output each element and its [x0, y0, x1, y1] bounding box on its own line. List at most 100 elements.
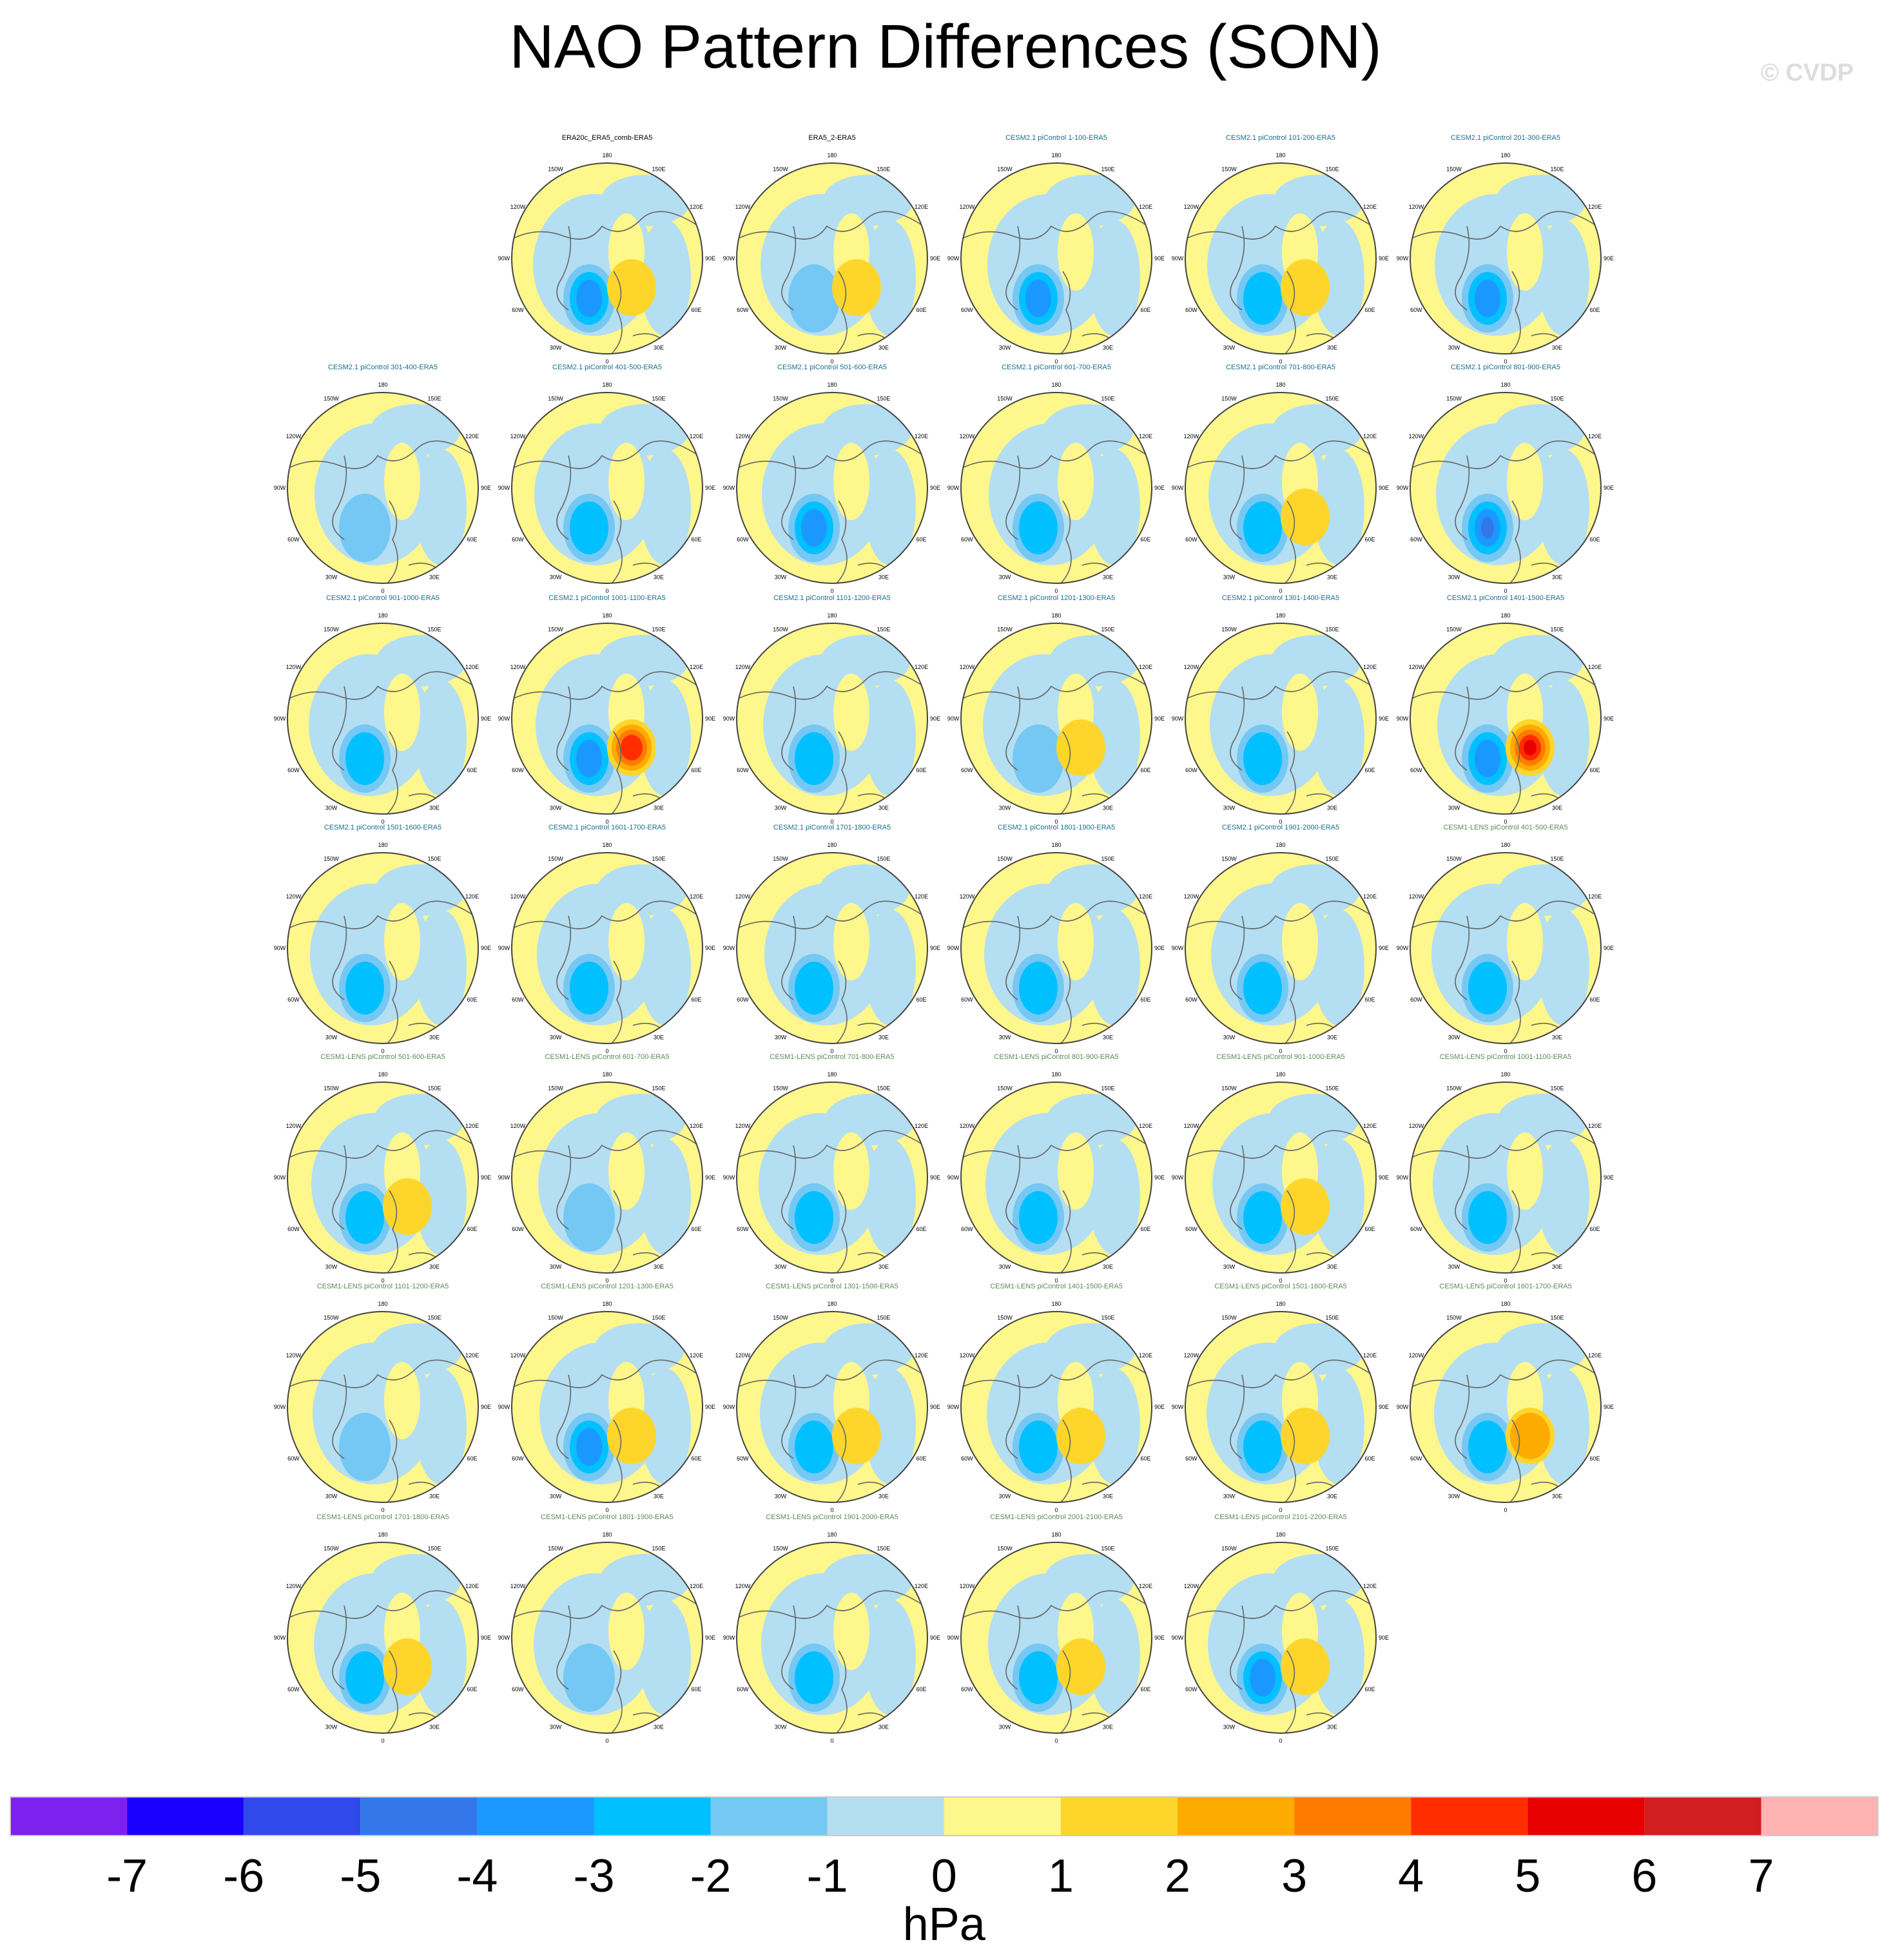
longitude-label: 180 — [602, 1071, 612, 1078]
low-contour — [795, 732, 833, 785]
longitude-label: 60W — [512, 1686, 524, 1693]
longitude-label: 30E — [429, 1493, 440, 1500]
coastline — [1410, 671, 1598, 814]
longitude-label: 30E — [1327, 1724, 1337, 1731]
low-contour — [1019, 962, 1058, 1014]
longitude-label: 30W — [1448, 1493, 1460, 1500]
negative-region — [639, 1599, 691, 1715]
low-contour — [345, 1651, 384, 1704]
longitude-label: 150E — [1101, 395, 1114, 402]
longitude-label: 60E — [1141, 1226, 1151, 1232]
panel-title: CESM2.1 piControl 1701-1800-ERA5 — [773, 824, 891, 831]
longitude-label: 0 — [1504, 1048, 1507, 1054]
positive-region — [1058, 903, 1094, 980]
longitude-label: 120E — [465, 1352, 479, 1359]
map-panel: CESM1-LENS piControl 601-700-ERA5 180 150E… — [498, 1053, 715, 1284]
longitude-label: 0 — [1054, 1048, 1058, 1054]
negative-region — [415, 1368, 467, 1484]
negative-region — [639, 449, 691, 565]
field — [287, 1082, 478, 1273]
longitude-label: 180 — [602, 382, 612, 388]
longitude-label: 150E — [1101, 855, 1114, 862]
longitude-label: 60W — [512, 536, 524, 543]
field — [512, 853, 703, 1043]
longitude-label: 60E — [1590, 307, 1600, 313]
longitude-label: 120E — [1139, 1583, 1152, 1589]
longitude-label: 90W — [947, 485, 960, 491]
longitude-label: 30E — [654, 345, 664, 351]
negative-region — [1538, 909, 1589, 1025]
longitude-label: 150E — [1101, 626, 1114, 632]
map-panel: CESM2.1 piControl 1001-1100-ERA5 180 150E 1… — [498, 594, 715, 825]
longitude-label: 180 — [827, 1071, 837, 1078]
longitude-label: 120W — [960, 664, 975, 670]
longitude-label: 150E — [652, 626, 665, 632]
coastline — [737, 211, 924, 354]
longitude-label: 0 — [381, 1738, 384, 1744]
longitude-label: 180 — [1051, 1071, 1061, 1078]
longitude-label: 60E — [467, 767, 478, 773]
panel-title: CESM2.1 piControl 601-700-ERA5 — [1002, 364, 1111, 371]
negative-region — [1538, 220, 1589, 336]
longitude-label: 90W — [1172, 945, 1184, 951]
map-panel: CESM2.1 piControl 101-200-ERA5 180 150E 120… — [1172, 134, 1389, 365]
longitude-label: 120E — [1588, 204, 1602, 210]
longitude-label: 120E — [915, 204, 928, 210]
map-panel: CESM2.1 piControl 1401-1500-ERA5 180 150E 1… — [1397, 594, 1614, 825]
negative-region — [639, 680, 691, 796]
low-contour — [1475, 740, 1500, 777]
high-contour — [607, 259, 656, 316]
longitude-label: 60E — [1141, 1455, 1151, 1462]
longitude-label: 0 — [1279, 1048, 1282, 1054]
longitude-label: 30W — [775, 345, 787, 351]
longitude-label: 30W — [550, 805, 562, 811]
longitude-label: 60E — [467, 996, 478, 1003]
longitude-label: 30W — [775, 1264, 787, 1270]
longitude-label: 30E — [1327, 1034, 1337, 1041]
longitude-label: 120E — [915, 664, 928, 670]
negative-region — [1313, 680, 1364, 796]
positive-region — [608, 903, 645, 980]
longitude-label: 120E — [690, 204, 703, 210]
longitude-label: 0 — [605, 1048, 608, 1054]
longitude-label: 120E — [690, 1583, 703, 1589]
longitude-label: 120E — [915, 893, 928, 900]
negative-region — [1493, 635, 1584, 686]
longitude-label: 150W — [1446, 1085, 1462, 1091]
coastline — [737, 1359, 924, 1502]
panel-title: CESM2.1 piControl 901-1000-ERA5 — [326, 594, 440, 602]
negative-region — [1089, 220, 1140, 336]
longitude-label: 0 — [1504, 819, 1507, 825]
panel-title: CESM2.1 piControl 201-300-ERA5 — [1451, 134, 1560, 142]
longitude-label: 60E — [1365, 996, 1375, 1003]
longitude-label: 90W — [723, 945, 735, 951]
longitude-label: 90W — [498, 255, 510, 262]
field — [737, 163, 927, 354]
longitude-label: 60W — [512, 307, 524, 313]
coastline — [1185, 1130, 1373, 1273]
longitude-label: 0 — [605, 588, 608, 594]
longitude-label: 90E — [930, 485, 940, 491]
low-contour — [788, 264, 840, 333]
longitude-label: 120W — [960, 433, 975, 440]
longitude-label: 150E — [1101, 1314, 1114, 1321]
field — [1410, 393, 1601, 583]
map-border — [511, 1082, 703, 1274]
longitude-label: 120E — [1139, 204, 1152, 210]
longitude-label: 90E — [930, 945, 940, 951]
field — [961, 1542, 1152, 1733]
negative-region — [1089, 1139, 1140, 1255]
longitude-label: 150W — [548, 1085, 563, 1091]
longitude-label: 90E — [930, 255, 940, 262]
longitude-label: 180 — [1500, 382, 1510, 388]
longitude-label: 150W — [997, 395, 1013, 402]
longitude-label: 30E — [654, 1493, 664, 1500]
longitude-label: 120E — [465, 1123, 479, 1129]
longitude-label: 60E — [916, 1686, 927, 1693]
longitude-label: 90E — [1154, 485, 1165, 491]
longitude-label: 60E — [1590, 1226, 1600, 1232]
map-panel: CESM1-LENS piControl 501-600-ERA5 180 150E… — [274, 1053, 491, 1284]
negative-region — [1538, 1139, 1589, 1255]
longitude-label: 60W — [737, 767, 749, 773]
